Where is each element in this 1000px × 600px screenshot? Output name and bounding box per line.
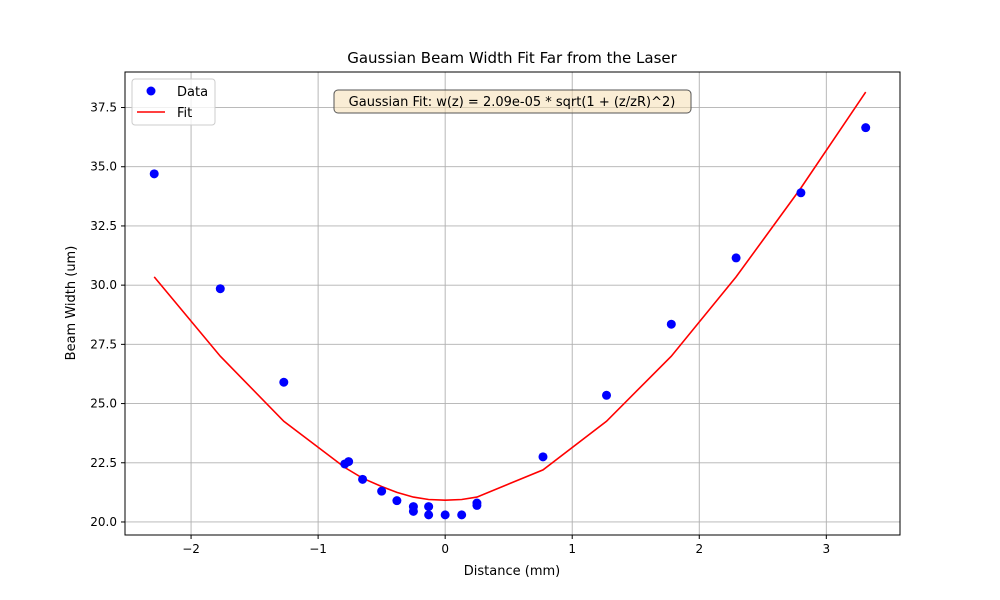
data-point bbox=[796, 188, 806, 198]
data-point bbox=[440, 510, 450, 520]
data-point bbox=[602, 390, 612, 400]
legend: Data Fit bbox=[131, 78, 216, 126]
y-axis-ticks: 20.0 22.5 25.0 27.5 30.0 32.5 35.0 37.5 bbox=[90, 101, 125, 529]
data-point bbox=[424, 510, 434, 520]
y-tick-label: 27.5 bbox=[90, 337, 117, 351]
legend-data-marker bbox=[146, 86, 156, 96]
data-point bbox=[666, 319, 676, 329]
annotation-background bbox=[333, 89, 692, 114]
y-tick-label: 22.5 bbox=[90, 456, 117, 470]
y-axis-label: Beam Width (um) bbox=[64, 246, 79, 361]
x-tick-label: 3 bbox=[822, 542, 830, 556]
legend-data-label: Data bbox=[177, 85, 208, 100]
x-tick-label: −1 bbox=[309, 542, 327, 556]
data-point bbox=[149, 169, 159, 179]
data-point bbox=[731, 253, 741, 263]
annotation-text: Gaussian Fit: w(z) = 2.09e-05 * sqrt(1 +… bbox=[349, 95, 676, 110]
x-tick-label: 2 bbox=[695, 542, 703, 556]
y-tick-label: 25.0 bbox=[90, 397, 117, 411]
data-point bbox=[538, 452, 548, 462]
x-tick-label: 1 bbox=[568, 542, 576, 556]
data-point bbox=[861, 123, 871, 133]
data-point bbox=[457, 510, 467, 520]
y-tick-label: 30.0 bbox=[90, 278, 117, 292]
y-tick-label: 37.5 bbox=[90, 101, 117, 115]
data-point bbox=[358, 474, 368, 484]
x-axis-ticks: −2 −1 0 1 2 3 bbox=[182, 535, 830, 556]
data-points bbox=[149, 123, 871, 520]
fit-line bbox=[153, 91, 867, 502]
data-point bbox=[408, 506, 418, 516]
x-tick-label: −2 bbox=[182, 542, 200, 556]
y-tick-label: 20.0 bbox=[90, 515, 117, 529]
y-tick-label: 35.0 bbox=[90, 160, 117, 174]
data-point bbox=[472, 498, 482, 508]
y-tick-label: 32.5 bbox=[90, 219, 117, 233]
data-point bbox=[424, 502, 434, 512]
data-point bbox=[215, 284, 225, 294]
x-axis-label: Distance (mm) bbox=[464, 564, 560, 579]
legend-fit-label: Fit bbox=[177, 106, 192, 121]
plot-area bbox=[125, 72, 900, 535]
chart-title: Gaussian Beam Width Fit Far from the Las… bbox=[347, 49, 677, 67]
axes-frame bbox=[124, 71, 901, 536]
fit-line-group bbox=[153, 91, 867, 502]
x-tick-label: 0 bbox=[441, 542, 449, 556]
data-point bbox=[344, 457, 354, 467]
data-point bbox=[279, 377, 289, 387]
fit-annotation: Gaussian Fit: w(z) = 2.09e-05 * sqrt(1 +… bbox=[333, 89, 692, 114]
data-point bbox=[392, 496, 402, 506]
data-point bbox=[377, 486, 387, 496]
